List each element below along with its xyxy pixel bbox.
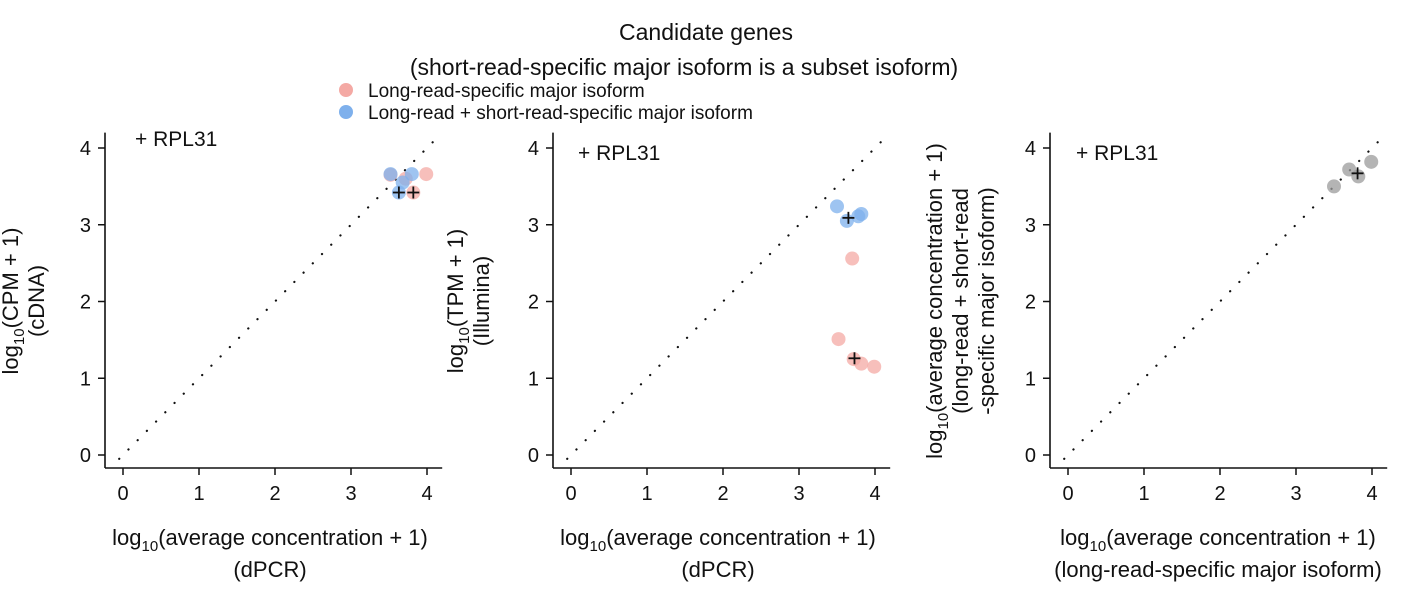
x-tick-label: 1: [1138, 483, 1149, 505]
y-tick-label: 4: [80, 138, 91, 160]
y-axis-label: log10(CPM + 1): [0, 228, 28, 375]
legend-marker-long-read: [339, 83, 353, 97]
data-point: [1327, 179, 1341, 194]
y-tick-label: 0: [528, 445, 539, 467]
cross-marker: [842, 211, 855, 224]
y-axis-sublabel: (Illumina): [469, 256, 494, 346]
y-axis-label: log10(TPM + 1): [443, 229, 473, 373]
scatter-panel-2: 0 1 2 3 4 0 1 2 3 4 + RPL31 log10(average concentra…: [443, 132, 891, 582]
x-tick-label: 4: [1366, 483, 1377, 505]
y-tick-label: 2: [80, 292, 91, 314]
y-axis-sublabel: (cDNA): [24, 265, 49, 337]
gene-annotation: + RPL31: [135, 128, 217, 151]
y-tick-label: 0: [1025, 445, 1036, 467]
y-tick-label: 4: [528, 138, 539, 160]
data-point: [1364, 154, 1379, 169]
x-tick-label: 0: [117, 483, 128, 505]
x-axis-sublabel: (dPCR): [233, 557, 306, 582]
data-point: [419, 167, 434, 182]
y-tick-label: 2: [528, 292, 539, 314]
y-tick-label: 1: [528, 368, 539, 390]
y-axis-sublabel: -specific major isoform): [974, 187, 999, 414]
scatter-panel-1: 0 1 2 3 4 0 1 2 3 4 + RPL31 log10(average concentra…: [0, 128, 443, 582]
data-point: [830, 199, 844, 214]
x-axis-sublabel: (dPCR): [681, 557, 754, 582]
data-point: [404, 167, 419, 182]
y-axis-label: log10(average concentration + 1): [922, 143, 952, 459]
y-axis-sublabel: (long-read + short-read: [948, 188, 973, 414]
cross-marker: [1351, 167, 1364, 180]
y-axis-label-group: log10(TPM + 1) (Illumina): [443, 229, 494, 373]
y-tick-label: 0: [80, 445, 91, 467]
y-tick-label: 1: [80, 368, 91, 390]
x-axis-label: log10(average concentration + 1): [1060, 525, 1376, 555]
cross-marker: [848, 352, 861, 365]
data-point: [383, 167, 398, 182]
figure-subtitle: (short-read-specific major isoform is a …: [410, 54, 958, 80]
y-tick-label: 4: [1025, 138, 1036, 160]
gene-annotation: + RPL31: [1076, 142, 1158, 165]
cross-marker: [392, 186, 405, 199]
y-tick-label: 3: [1025, 215, 1036, 237]
x-tick-label: 4: [421, 483, 432, 505]
x-axis-label: log10(average concentration + 1): [560, 525, 876, 555]
y-tick-label: 3: [80, 215, 91, 237]
cross-marker: [407, 186, 420, 199]
y-tick-label: 2: [1025, 292, 1036, 314]
figure-title: Candidate genes: [619, 19, 793, 45]
x-tick-label: 3: [345, 483, 356, 505]
x-tick-label: 1: [641, 483, 652, 505]
legend-label-long-read: Long-read-specific major isoform: [368, 81, 645, 102]
data-point: [831, 332, 846, 347]
legend-label-long-short-read: Long-read + short-read-specific major is…: [368, 103, 753, 124]
y-axis-label-group: log10(CPM + 1) (cDNA): [0, 228, 49, 375]
scatter-panels: 0 1 2 3 4 0 1 2 3 4 + RPL31 log10(average concentra…: [0, 128, 1388, 582]
data-point: [854, 207, 869, 222]
x-tick-label: 4: [869, 483, 880, 505]
data-point: [845, 251, 860, 266]
x-axis-label: log10(average concentration + 1): [112, 525, 428, 555]
x-tick-label: 0: [1062, 483, 1073, 505]
x-tick-label: 2: [1214, 483, 1225, 505]
x-tick-label: 3: [793, 483, 804, 505]
scatter-panel-3: 0 1 2 3 4 0 1 2 3 4 + RPL31 log10(average concentra…: [922, 132, 1388, 582]
x-tick-label: 3: [1290, 483, 1301, 505]
identity-diagonal-line: [118, 139, 436, 460]
x-tick-label: 2: [269, 483, 280, 505]
x-tick-label: 1: [193, 483, 204, 505]
legend-marker-long-short-read: [339, 105, 353, 119]
data-point: [867, 359, 882, 374]
y-axis-label-group: log10(average concentration + 1) (long-re…: [922, 143, 999, 459]
identity-diagonal-line: [566, 139, 884, 460]
y-tick-label: 3: [528, 215, 539, 237]
x-tick-label: 2: [717, 483, 728, 505]
gene-annotation: + RPL31: [578, 142, 660, 165]
x-tick-label: 0: [565, 483, 576, 505]
y-tick-label: 1: [1025, 368, 1036, 390]
x-axis-sublabel: (long-read-specific major isoform): [1054, 557, 1382, 582]
legend: Long-read-specific major isoform Long-re…: [339, 81, 753, 124]
